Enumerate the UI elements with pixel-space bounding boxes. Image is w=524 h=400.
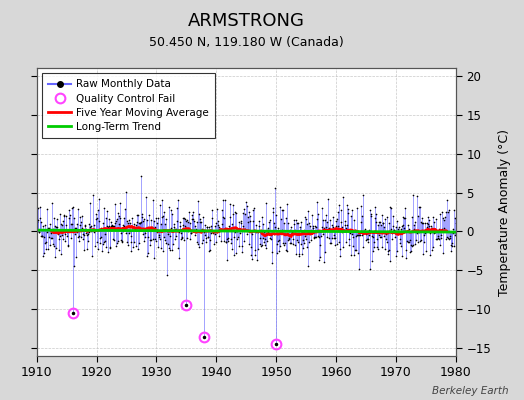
Y-axis label: Temperature Anomaly (°C): Temperature Anomaly (°C) (498, 128, 511, 296)
Text: ARMSTRONG: ARMSTRONG (188, 12, 305, 30)
Text: Berkeley Earth: Berkeley Earth (432, 386, 508, 396)
Text: 50.450 N, 119.180 W (Canada): 50.450 N, 119.180 W (Canada) (149, 36, 344, 49)
Legend: Raw Monthly Data, Quality Control Fail, Five Year Moving Average, Long-Term Tren: Raw Monthly Data, Quality Control Fail, … (42, 73, 215, 138)
